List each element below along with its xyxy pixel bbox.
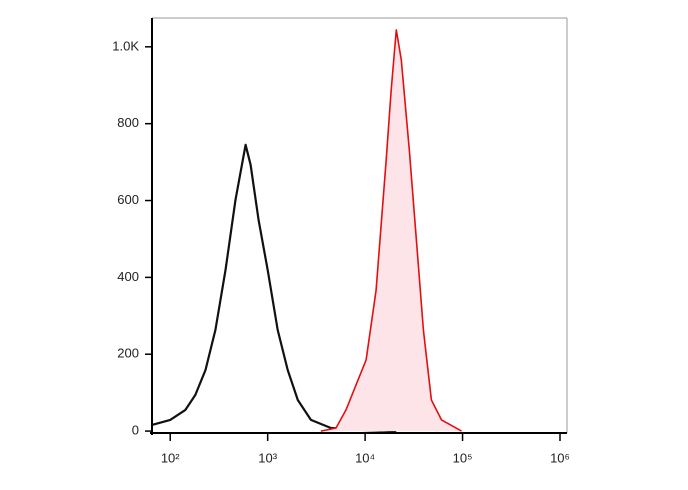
y-tick-label: 1.0K <box>112 38 139 53</box>
y-tick-label: 800 <box>117 115 139 130</box>
x-tick-label: 10⁵ <box>453 450 473 465</box>
x-tick-label: 10⁶ <box>550 450 570 465</box>
x-tick-label: 10⁴ <box>355 450 375 465</box>
x-tick-label: 10³ <box>258 450 277 465</box>
y-tick-label: 0 <box>132 423 139 438</box>
histogram-line <box>320 29 462 432</box>
x-tick-label: 10² <box>161 450 180 465</box>
y-tick-label: 200 <box>117 346 139 361</box>
histogram-line <box>151 143 397 433</box>
y-tick-label: 400 <box>117 269 139 284</box>
y-tick-label: 600 <box>117 192 139 207</box>
